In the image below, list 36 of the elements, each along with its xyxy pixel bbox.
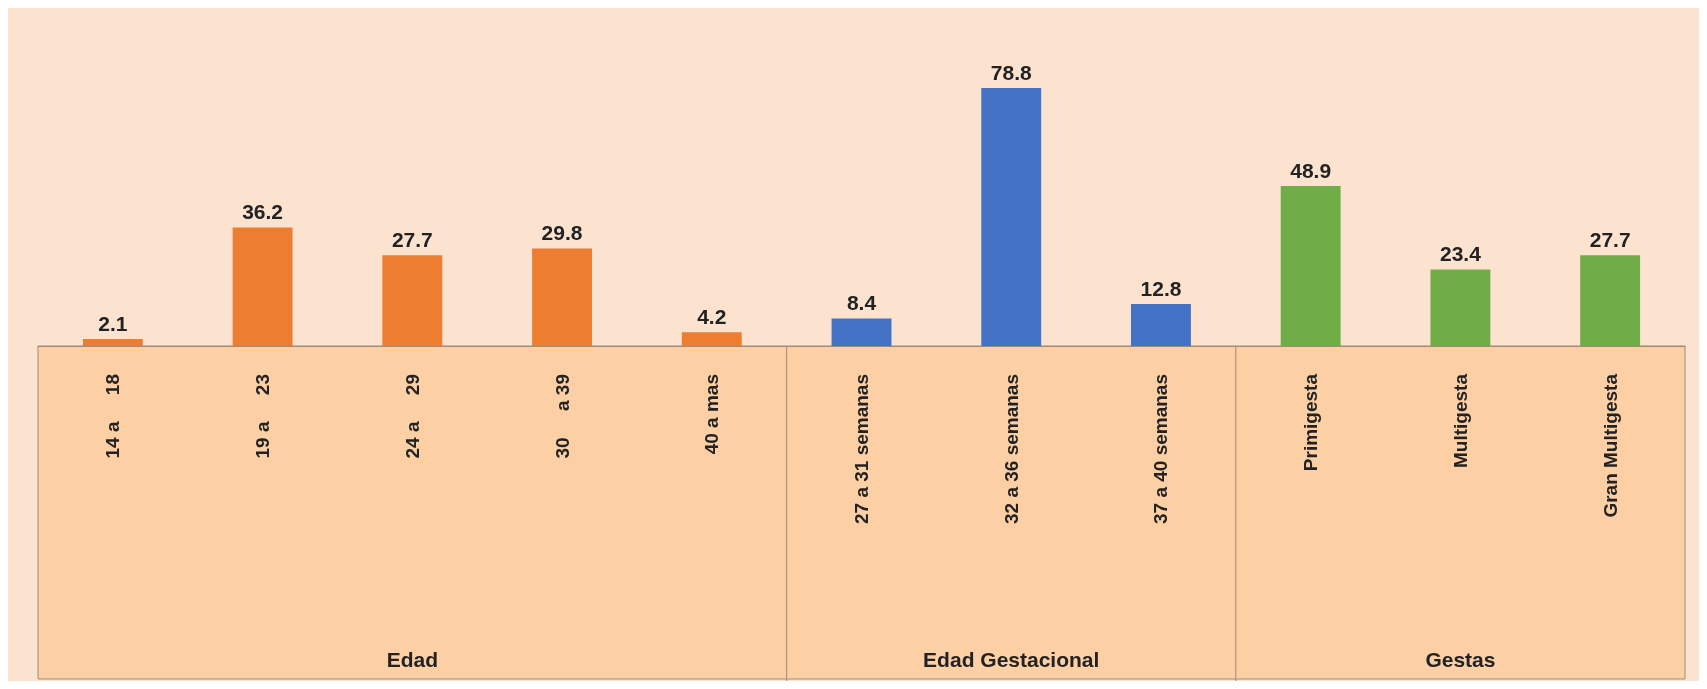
bar xyxy=(1131,304,1191,346)
data-label: 36.2 xyxy=(242,200,284,224)
bar xyxy=(1580,255,1641,346)
x-tick-label: 40 a mas xyxy=(701,374,723,455)
x-tick-label: Multigesta xyxy=(1449,373,1471,468)
x-tick-label: 30 a 39 xyxy=(551,374,573,459)
bar xyxy=(831,318,892,346)
data-label: 8.4 xyxy=(846,291,877,315)
data-label: 4.2 xyxy=(697,305,727,329)
bar xyxy=(232,227,293,346)
text: Edad xyxy=(386,647,438,671)
bar xyxy=(1280,185,1341,346)
x-tick-label: 27 a 31 semanas xyxy=(851,374,872,525)
x-tick-label: 37 a 40 semanas xyxy=(1150,374,1172,525)
data-label: 12.8 xyxy=(1140,277,1182,301)
bar xyxy=(981,88,1042,346)
data-label: 78.8 xyxy=(990,61,1032,84)
x-tick-label: Gran Multigesta xyxy=(1599,373,1621,518)
data-label: 2.1 xyxy=(98,312,128,336)
x-tick-label: Primigesta xyxy=(1300,373,1322,472)
bar xyxy=(382,255,443,346)
bar xyxy=(681,332,742,346)
text: Gestas xyxy=(1425,647,1496,671)
data-label: 27.7 xyxy=(1589,228,1631,252)
x-tick-label: 32 a 36 semanas xyxy=(1000,374,1022,525)
data-label: 23.4 xyxy=(1439,242,1482,266)
data-label: 29.8 xyxy=(541,221,583,245)
bar xyxy=(532,248,592,346)
data-label: 48.9 xyxy=(1290,158,1332,182)
x-tick-label: 14 a 18 xyxy=(102,374,124,459)
x-tick-label: 24 a 29 xyxy=(401,374,423,459)
bar xyxy=(82,339,143,346)
data-label: 27.7 xyxy=(391,228,433,252)
x-tick-label: 19 a 23 xyxy=(252,374,274,459)
bar xyxy=(1430,269,1491,346)
text: Edad Gestacional xyxy=(923,647,1100,671)
